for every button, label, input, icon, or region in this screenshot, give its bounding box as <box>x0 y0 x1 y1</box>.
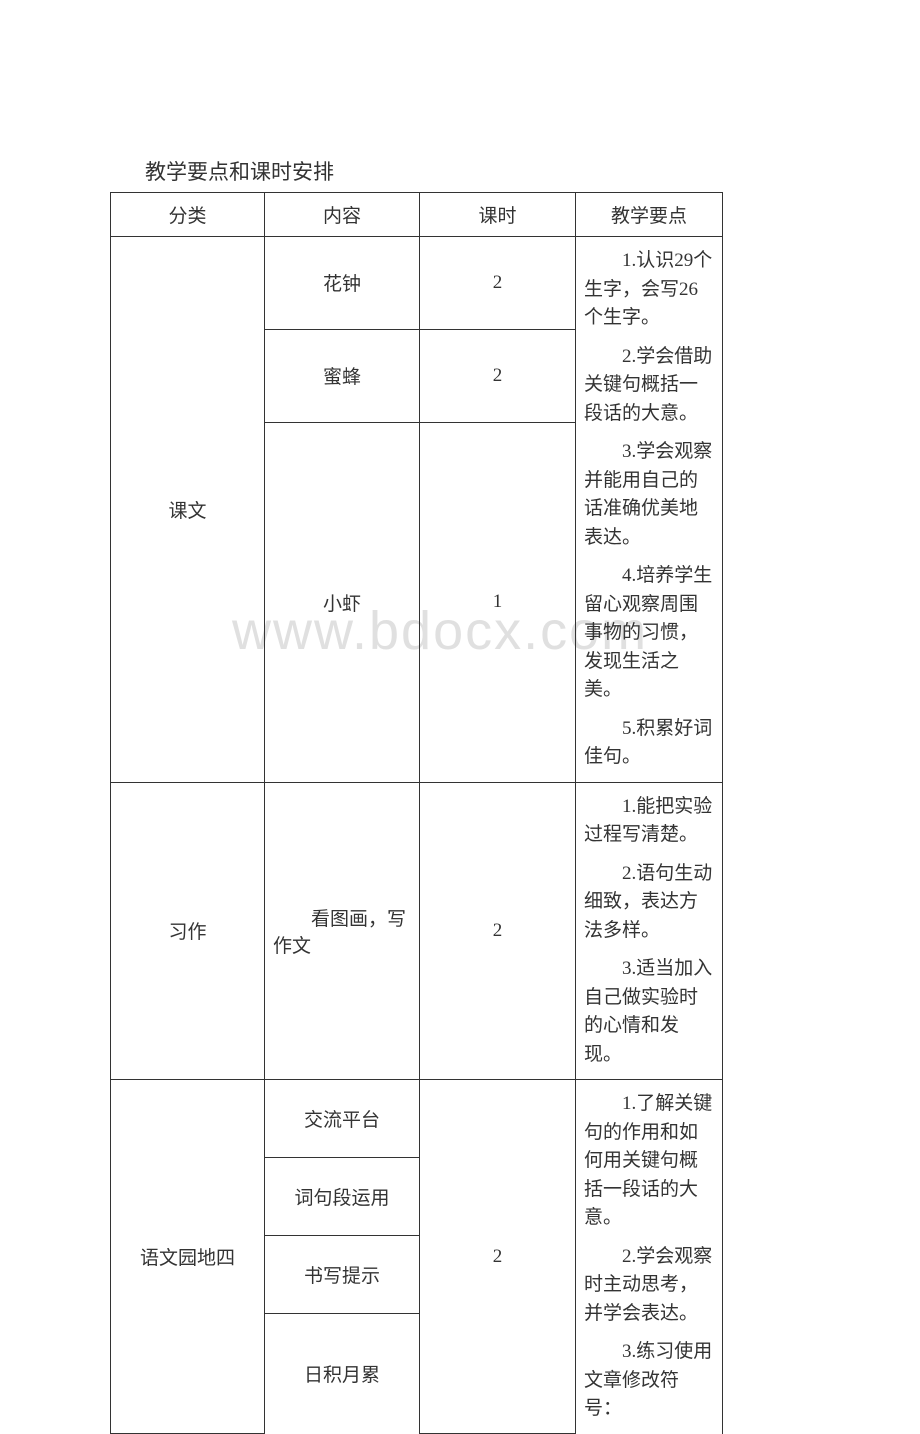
hours-cell: 2 <box>420 329 576 422</box>
content-cell: 看图画，写作文 <box>265 782 420 1080</box>
table-header-row: 分类 内容 课时 教学要点 <box>111 193 723 237</box>
page-title: 教学要点和课时安排 <box>145 156 334 186</box>
point-text: 2.学会观察时主动思考，并学会表达。 <box>584 1243 714 1329</box>
point-text: 1.能把实验过程写清楚。 <box>584 793 714 850</box>
content-cell: 词句段运用 <box>265 1158 420 1236</box>
header-hours: 课时 <box>420 193 576 237</box>
header-content: 内容 <box>265 193 420 237</box>
content-cell: 日积月累 <box>265 1314 420 1434</box>
hours-cell: 1 <box>420 422 576 782</box>
content-cell: 花钟 <box>265 237 420 330</box>
header-points: 教学要点 <box>576 193 723 237</box>
header-category: 分类 <box>111 193 265 237</box>
teaching-plan-table: 分类 内容 课时 教学要点 课文 花钟 2 1.认识29个生字，会写26个生字。… <box>110 192 723 1434</box>
category-cell: 课文 <box>111 237 265 783</box>
content-cell: 小虾 <box>265 422 420 782</box>
content-cell: 交流平台 <box>265 1080 420 1158</box>
table-row: 习作 看图画，写作文 2 1.能把实验过程写清楚。 2.语句生动细致，表达方法多… <box>111 782 723 1080</box>
points-cell: 1.能把实验过程写清楚。 2.语句生动细致，表达方法多样。 3.适当加入自己做实… <box>576 782 723 1080</box>
category-cell: 语文园地四 <box>111 1080 265 1434</box>
category-cell: 习作 <box>111 782 265 1080</box>
points-cell: 1.了解关键句的作用和如何用关键句概括一段话的大意。 2.学会观察时主动思考，并… <box>576 1080 723 1434</box>
point-text: 2.语句生动细致，表达方法多样。 <box>584 860 714 946</box>
hours-cell: 2 <box>420 1080 576 1434</box>
point-text: 3.练习使用文章修改符号： <box>584 1338 714 1424</box>
points-cell: 1.认识29个生字，会写26个生字。 2.学会借助关键句概括一段话的大意。 3.… <box>576 237 723 783</box>
point-text: 2.学会借助关键句概括一段话的大意。 <box>584 343 714 429</box>
table-row: 课文 花钟 2 1.认识29个生字，会写26个生字。 2.学会借助关键句概括一段… <box>111 237 723 330</box>
point-text: 1.了解关键句的作用和如何用关键句概括一段话的大意。 <box>584 1090 714 1233</box>
hours-cell: 2 <box>420 237 576 330</box>
table-row: 语文园地四 交流平台 2 1.了解关键句的作用和如何用关键句概括一段话的大意。 … <box>111 1080 723 1158</box>
point-text: 5.积累好词佳句。 <box>584 715 714 772</box>
content-cell: 蜜蜂 <box>265 329 420 422</box>
point-text: 3.学会观察并能用自己的话准确优美地表达。 <box>584 438 714 552</box>
point-text: 1.认识29个生字，会写26个生字。 <box>584 247 714 333</box>
hours-cell: 2 <box>420 782 576 1080</box>
point-text: 4.培养学生留心观察周围事物的习惯，发现生活之美。 <box>584 562 714 705</box>
point-text: 3.适当加入自己做实验时的心情和发现。 <box>584 955 714 1069</box>
